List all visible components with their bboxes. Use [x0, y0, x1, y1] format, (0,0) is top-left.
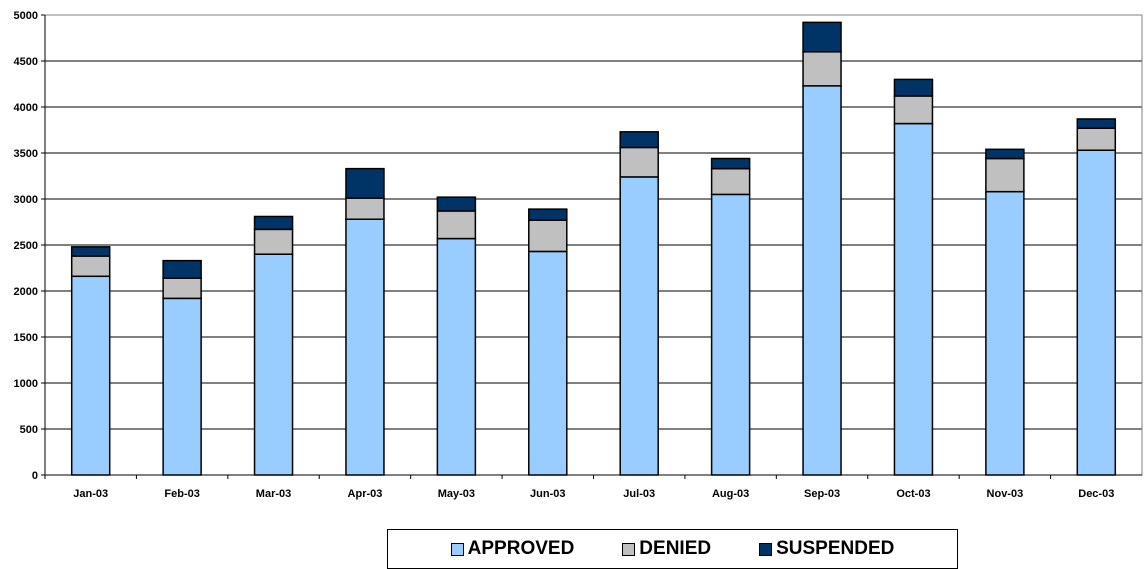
y-tick-label: 3000 [14, 194, 38, 206]
legend-swatch-suspended [759, 542, 773, 556]
x-tick-label: Nov-03 [987, 488, 1024, 500]
x-tick-label: Aug-03 [712, 488, 749, 500]
y-tick-labels: 0 500 1000 1500 2000 2500 3000 3500 4000 4500 5000 [14, 10, 38, 482]
bar-denied-sep-03 [802, 51, 842, 87]
legend: APPROVED DENIED SUSPENDED [387, 529, 958, 569]
y-tick-label: 1000 [14, 378, 38, 390]
legend-swatch-approved [450, 542, 464, 556]
y-tick-label: 0 [32, 470, 38, 482]
legend-label-approved: APPROVED [467, 538, 575, 559]
x-tick-label: Apr-03 [348, 488, 383, 500]
x-tick-label: Oct-03 [896, 488, 930, 500]
x-tick-label: Mar-03 [256, 488, 291, 500]
bar-suspended-mar-03 [253, 215, 294, 231]
bar-approved-jun-03 [528, 250, 568, 476]
legend-swatch-denied [622, 542, 636, 556]
bar-approved-apr-03 [345, 218, 385, 476]
axes [41, 14, 1143, 479]
y-tick-label: 2500 [14, 240, 38, 252]
bar-denied-apr-03 [345, 197, 385, 220]
x-tick-label: Jun-03 [530, 488, 565, 500]
bar-approved-dec-03 [1076, 149, 1117, 476]
y-tick-label: 4000 [14, 102, 38, 114]
legend-item-approved: APPROVED [450, 538, 575, 560]
bar-approved-jan-03 [70, 275, 111, 476]
bar-denied-nov-03 [985, 157, 1025, 193]
x-tick-label: Feb-03 [164, 488, 199, 500]
bar-suspended-jan-03 [70, 246, 111, 257]
bar-denied-dec-03 [1076, 127, 1117, 151]
bar-suspended-sep-03 [802, 21, 842, 53]
bar-approved-may-03 [436, 237, 477, 476]
bar-suspended-jul-03 [619, 131, 659, 149]
bar-denied-may-03 [436, 210, 477, 240]
bar-denied-feb-03 [162, 277, 202, 300]
bar-suspended-oct-03 [893, 78, 934, 97]
bars [70, 21, 1117, 476]
x-tick-label: May-03 [438, 488, 475, 500]
bar-approved-jul-03 [619, 176, 659, 476]
bar-denied-jun-03 [528, 219, 568, 253]
bar-suspended-feb-03 [162, 259, 202, 279]
bar-approved-sep-03 [802, 85, 842, 476]
bar-approved-mar-03 [253, 253, 294, 476]
gridlines [45, 14, 1142, 430]
bar-suspended-may-03 [436, 196, 477, 212]
bar-suspended-apr-03 [345, 167, 385, 199]
y-tick-label: 3500 [14, 148, 38, 160]
x-tick-label: Jul-03 [623, 488, 655, 500]
bar-approved-nov-03 [985, 190, 1025, 476]
bar-denied-mar-03 [253, 228, 294, 255]
x-tick-label: Dec-03 [1078, 488, 1114, 500]
bar-approved-aug-03 [710, 193, 751, 476]
y-tick-label: 4500 [14, 56, 38, 68]
y-tick-label: 1500 [14, 332, 38, 344]
legend-item-suspended: SUSPENDED [759, 538, 894, 560]
bar-suspended-dec-03 [1076, 118, 1117, 129]
bar-suspended-aug-03 [710, 157, 751, 170]
bar-suspended-jun-03 [528, 208, 568, 221]
bar-approved-feb-03 [162, 297, 202, 476]
bar-denied-oct-03 [893, 95, 934, 125]
bar-denied-aug-03 [710, 167, 751, 196]
stacked-bar-chart: 0 500 1000 1500 2000 2500 3000 3500 4000 4500 5000… [14, 10, 1143, 500]
x-tick-label: Sep-03 [804, 488, 840, 500]
bar-suspended-nov-03 [985, 148, 1025, 160]
legend-label-suspended: SUSPENDED [776, 538, 895, 559]
x-tick-labels: Jan-03 Feb-03 Mar-03 Apr-03 May-03 Jun-03 Jul-… [73, 488, 1114, 500]
bar-approved-oct-03 [893, 122, 934, 476]
y-tick-label: 500 [20, 424, 38, 436]
x-tick-label: Jan-03 [73, 488, 108, 500]
bar-denied-jul-03 [619, 146, 659, 178]
y-tick-label: 5000 [14, 10, 38, 22]
legend-label-denied: DENIED [639, 538, 712, 559]
bar-denied-jan-03 [70, 255, 111, 278]
y-tick-label: 2000 [14, 286, 38, 298]
legend-item-denied: DENIED [622, 538, 711, 560]
